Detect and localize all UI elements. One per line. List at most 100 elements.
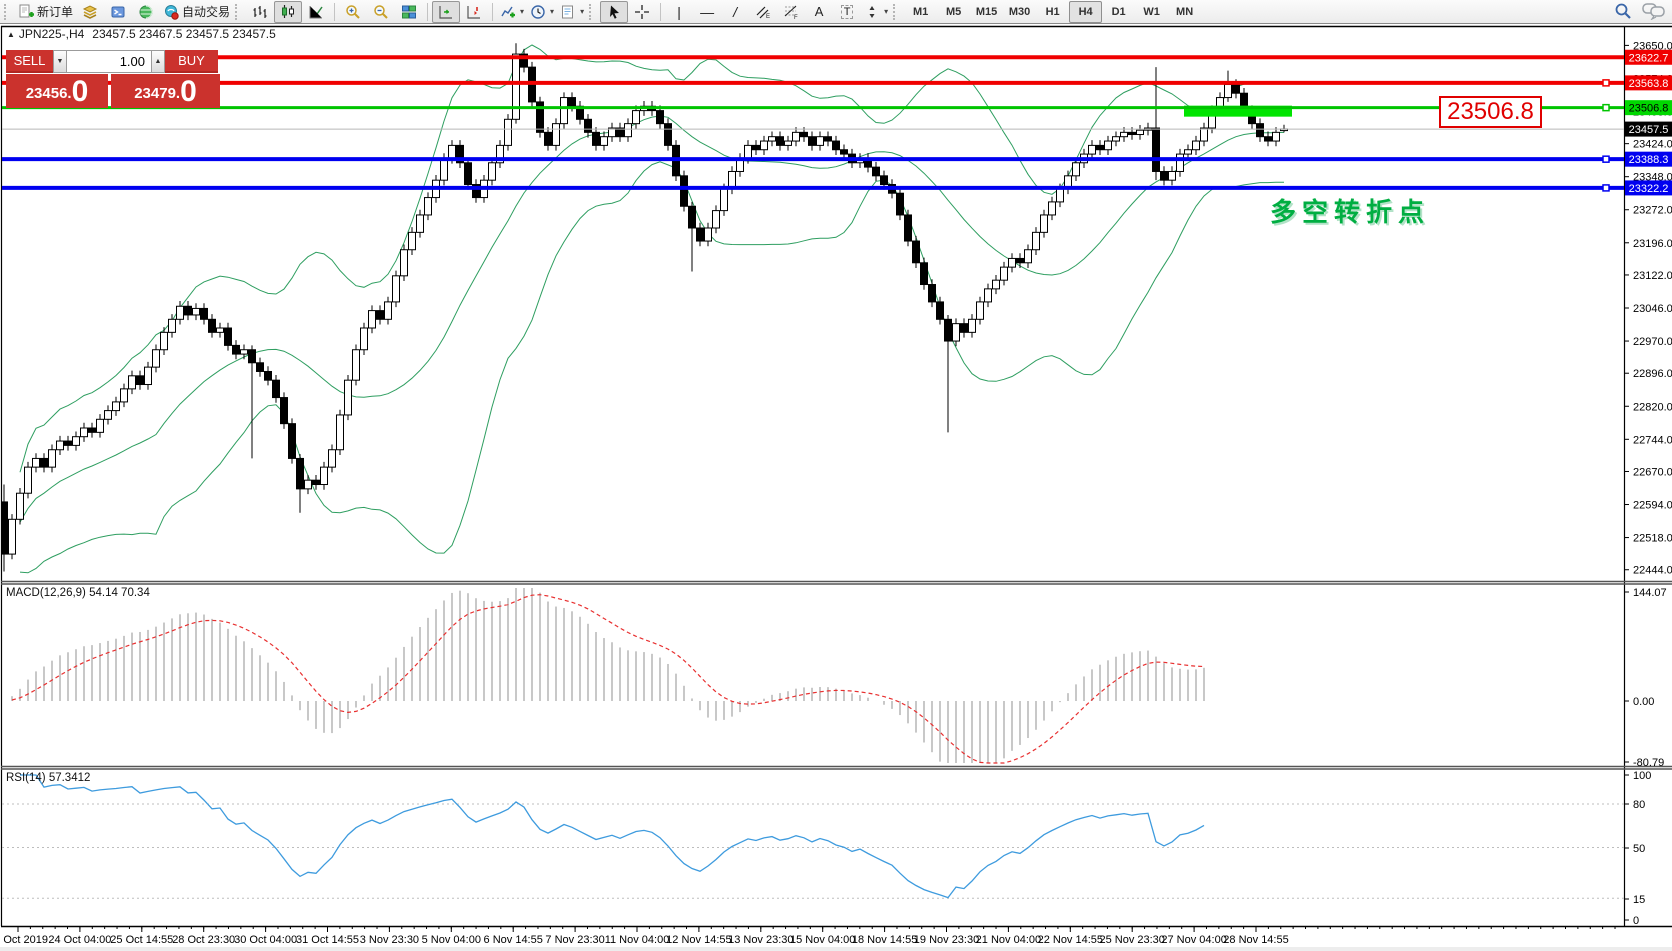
price-tick-label: 22970.0	[1633, 336, 1672, 348]
metaeditor-button[interactable]	[104, 1, 132, 23]
periods-button[interactable]: ▾	[527, 1, 557, 23]
arrows-button[interactable]: ▾	[861, 1, 891, 23]
strategy-tester-button[interactable]	[132, 1, 160, 23]
timeframe-m15[interactable]: M15	[975, 5, 998, 18]
price-tick-label: 23650.0	[1633, 40, 1672, 52]
indicators-button[interactable]: ▾	[497, 1, 527, 23]
line-anchor-handle[interactable]	[1602, 155, 1610, 163]
search-icon[interactable]	[1614, 2, 1632, 20]
volume-decrease-button[interactable]: ▼	[53, 50, 67, 73]
rsi-scale-label: 15	[1633, 894, 1645, 906]
text-label-button[interactable]: T	[833, 1, 861, 23]
time-axis-label: 28 Nov 14:55	[1223, 934, 1288, 946]
timeframe-m30[interactable]: M30	[1008, 5, 1031, 18]
price-badge-label: 23457.5	[1629, 124, 1669, 136]
rsi-pane[interactable]	[2, 774, 1624, 899]
cursor-button[interactable]	[600, 0, 629, 23]
volume-input[interactable]	[67, 50, 151, 73]
price-tick-label: 22744.0	[1633, 434, 1672, 446]
trendline-icon: /	[733, 3, 738, 20]
timeframe-w1[interactable]: W1	[1143, 5, 1160, 18]
volume-increase-button[interactable]: ▲	[151, 50, 165, 73]
bar-chart-button[interactable]	[246, 1, 274, 23]
new-order-button[interactable]: 新订单	[15, 1, 76, 23]
time-axis-label: 27 Nov 04:00	[1161, 934, 1226, 946]
timeframe-h4[interactable]: H4	[1069, 0, 1103, 23]
fibonacci-button[interactable]: F	[777, 1, 805, 23]
time-axis-label: 13 Nov 23:30	[728, 934, 793, 946]
new-order-icon	[19, 4, 34, 17]
text-label-icon: T	[840, 4, 854, 19]
timeframe-m5[interactable]: M5	[945, 5, 962, 18]
macd-scale-label: 0.00	[1633, 696, 1654, 708]
channel-button[interactable]: E	[749, 1, 777, 23]
time-axis-label: 24 Oct 04:00	[48, 934, 111, 946]
price-badge	[1625, 49, 1672, 65]
line-anchor-handle[interactable]	[1602, 79, 1610, 87]
auto-scroll-button[interactable]	[432, 0, 461, 23]
text-button[interactable]: A	[805, 1, 833, 23]
price-tick-label: 22518.0	[1633, 533, 1672, 545]
periods-clock-icon	[531, 4, 545, 19]
timeframe-h1[interactable]: H1	[1045, 5, 1060, 18]
chart-annotation-text[interactable]: 多空转折点	[1270, 197, 1431, 227]
sell-button[interactable]: SELL	[6, 50, 53, 73]
price-badge	[1625, 100, 1672, 116]
price-tick-label: 23122.0	[1633, 270, 1672, 282]
toolbar-grip[interactable]	[4, 3, 11, 20]
auto-scroll-icon	[439, 5, 453, 19]
market-depth-button[interactable]	[76, 1, 104, 23]
market-depth-icon	[82, 4, 98, 19]
price-badge-label: 23388.3	[1629, 154, 1669, 166]
time-axis-label: 15 Nov 04:00	[790, 934, 855, 946]
line-chart-button[interactable]	[302, 1, 330, 23]
macd-scale-label: -80.79	[1633, 757, 1664, 769]
algo-trading-icon	[165, 4, 179, 20]
toolbar-grip[interactable]	[893, 3, 900, 20]
time-axis-label: 12 Nov 14:55	[666, 934, 731, 946]
horizontal-line-button[interactable]: —	[693, 1, 721, 23]
candlestick-chart-button[interactable]	[274, 0, 303, 23]
price-level-flag[interactable]: 23506.8	[1439, 96, 1542, 128]
price-tick-label: 23046.0	[1633, 303, 1672, 315]
chart-shift-button[interactable]	[460, 1, 488, 23]
chart-objects[interactable]	[2, 55, 1624, 192]
cursor-icon	[610, 5, 620, 19]
sell-price-button[interactable]: 23456. 0	[6, 74, 108, 108]
time-axis-label: 22 Nov 14:55	[1038, 934, 1103, 946]
macd-indicator-label: MACD(12,26,9) 54.14 70.34	[6, 587, 150, 599]
zoom-out-button[interactable]	[367, 1, 395, 23]
buy-button[interactable]: BUY	[165, 50, 218, 73]
time-axis-label: 18 Nov 14:55	[852, 934, 917, 946]
trendline-button[interactable]: /	[721, 1, 749, 23]
time-axis-label: 25 Nov 23:30	[1099, 934, 1164, 946]
timeframe-m1[interactable]: M1	[912, 5, 929, 18]
rsi-scale-label: 0	[1633, 915, 1639, 927]
price-scale[interactable]: 23650.023574.023498.023424.023348.023272…	[1624, 40, 1672, 927]
templates-button[interactable]: ▾	[557, 1, 587, 23]
text-icon: A	[814, 4, 824, 19]
macd-pane[interactable]	[11, 588, 1205, 764]
toolbar-grip[interactable]	[589, 3, 596, 20]
crosshair-button[interactable]	[628, 1, 656, 23]
toolbar-grip[interactable]	[235, 3, 242, 20]
timeframe-mn[interactable]: MN	[1176, 5, 1194, 18]
green-highlight-bar[interactable]	[1184, 105, 1292, 117]
price-tick-label: 22896.0	[1633, 368, 1672, 380]
tile-windows-button[interactable]	[395, 1, 423, 23]
chat-icon[interactable]	[1642, 2, 1666, 20]
timeframe-d1[interactable]: D1	[1111, 5, 1126, 18]
line-anchor-handle[interactable]	[1602, 184, 1610, 192]
vertical-line-button[interactable]: |	[665, 1, 693, 23]
algo-trading-button[interactable]: 自动交易	[160, 1, 233, 23]
line-anchor-handle[interactable]	[1602, 103, 1610, 112]
line-chart-icon	[309, 5, 323, 18]
zoom-in-button[interactable]	[339, 1, 367, 23]
buy-price-button[interactable]: 23479. 0	[111, 74, 220, 108]
time-axis-label: 25 Oct 14:55	[110, 934, 173, 946]
buy-price-dot: .	[175, 85, 181, 102]
price-badge-label: 23506.8	[1629, 103, 1669, 115]
price-badge	[1625, 121, 1672, 137]
